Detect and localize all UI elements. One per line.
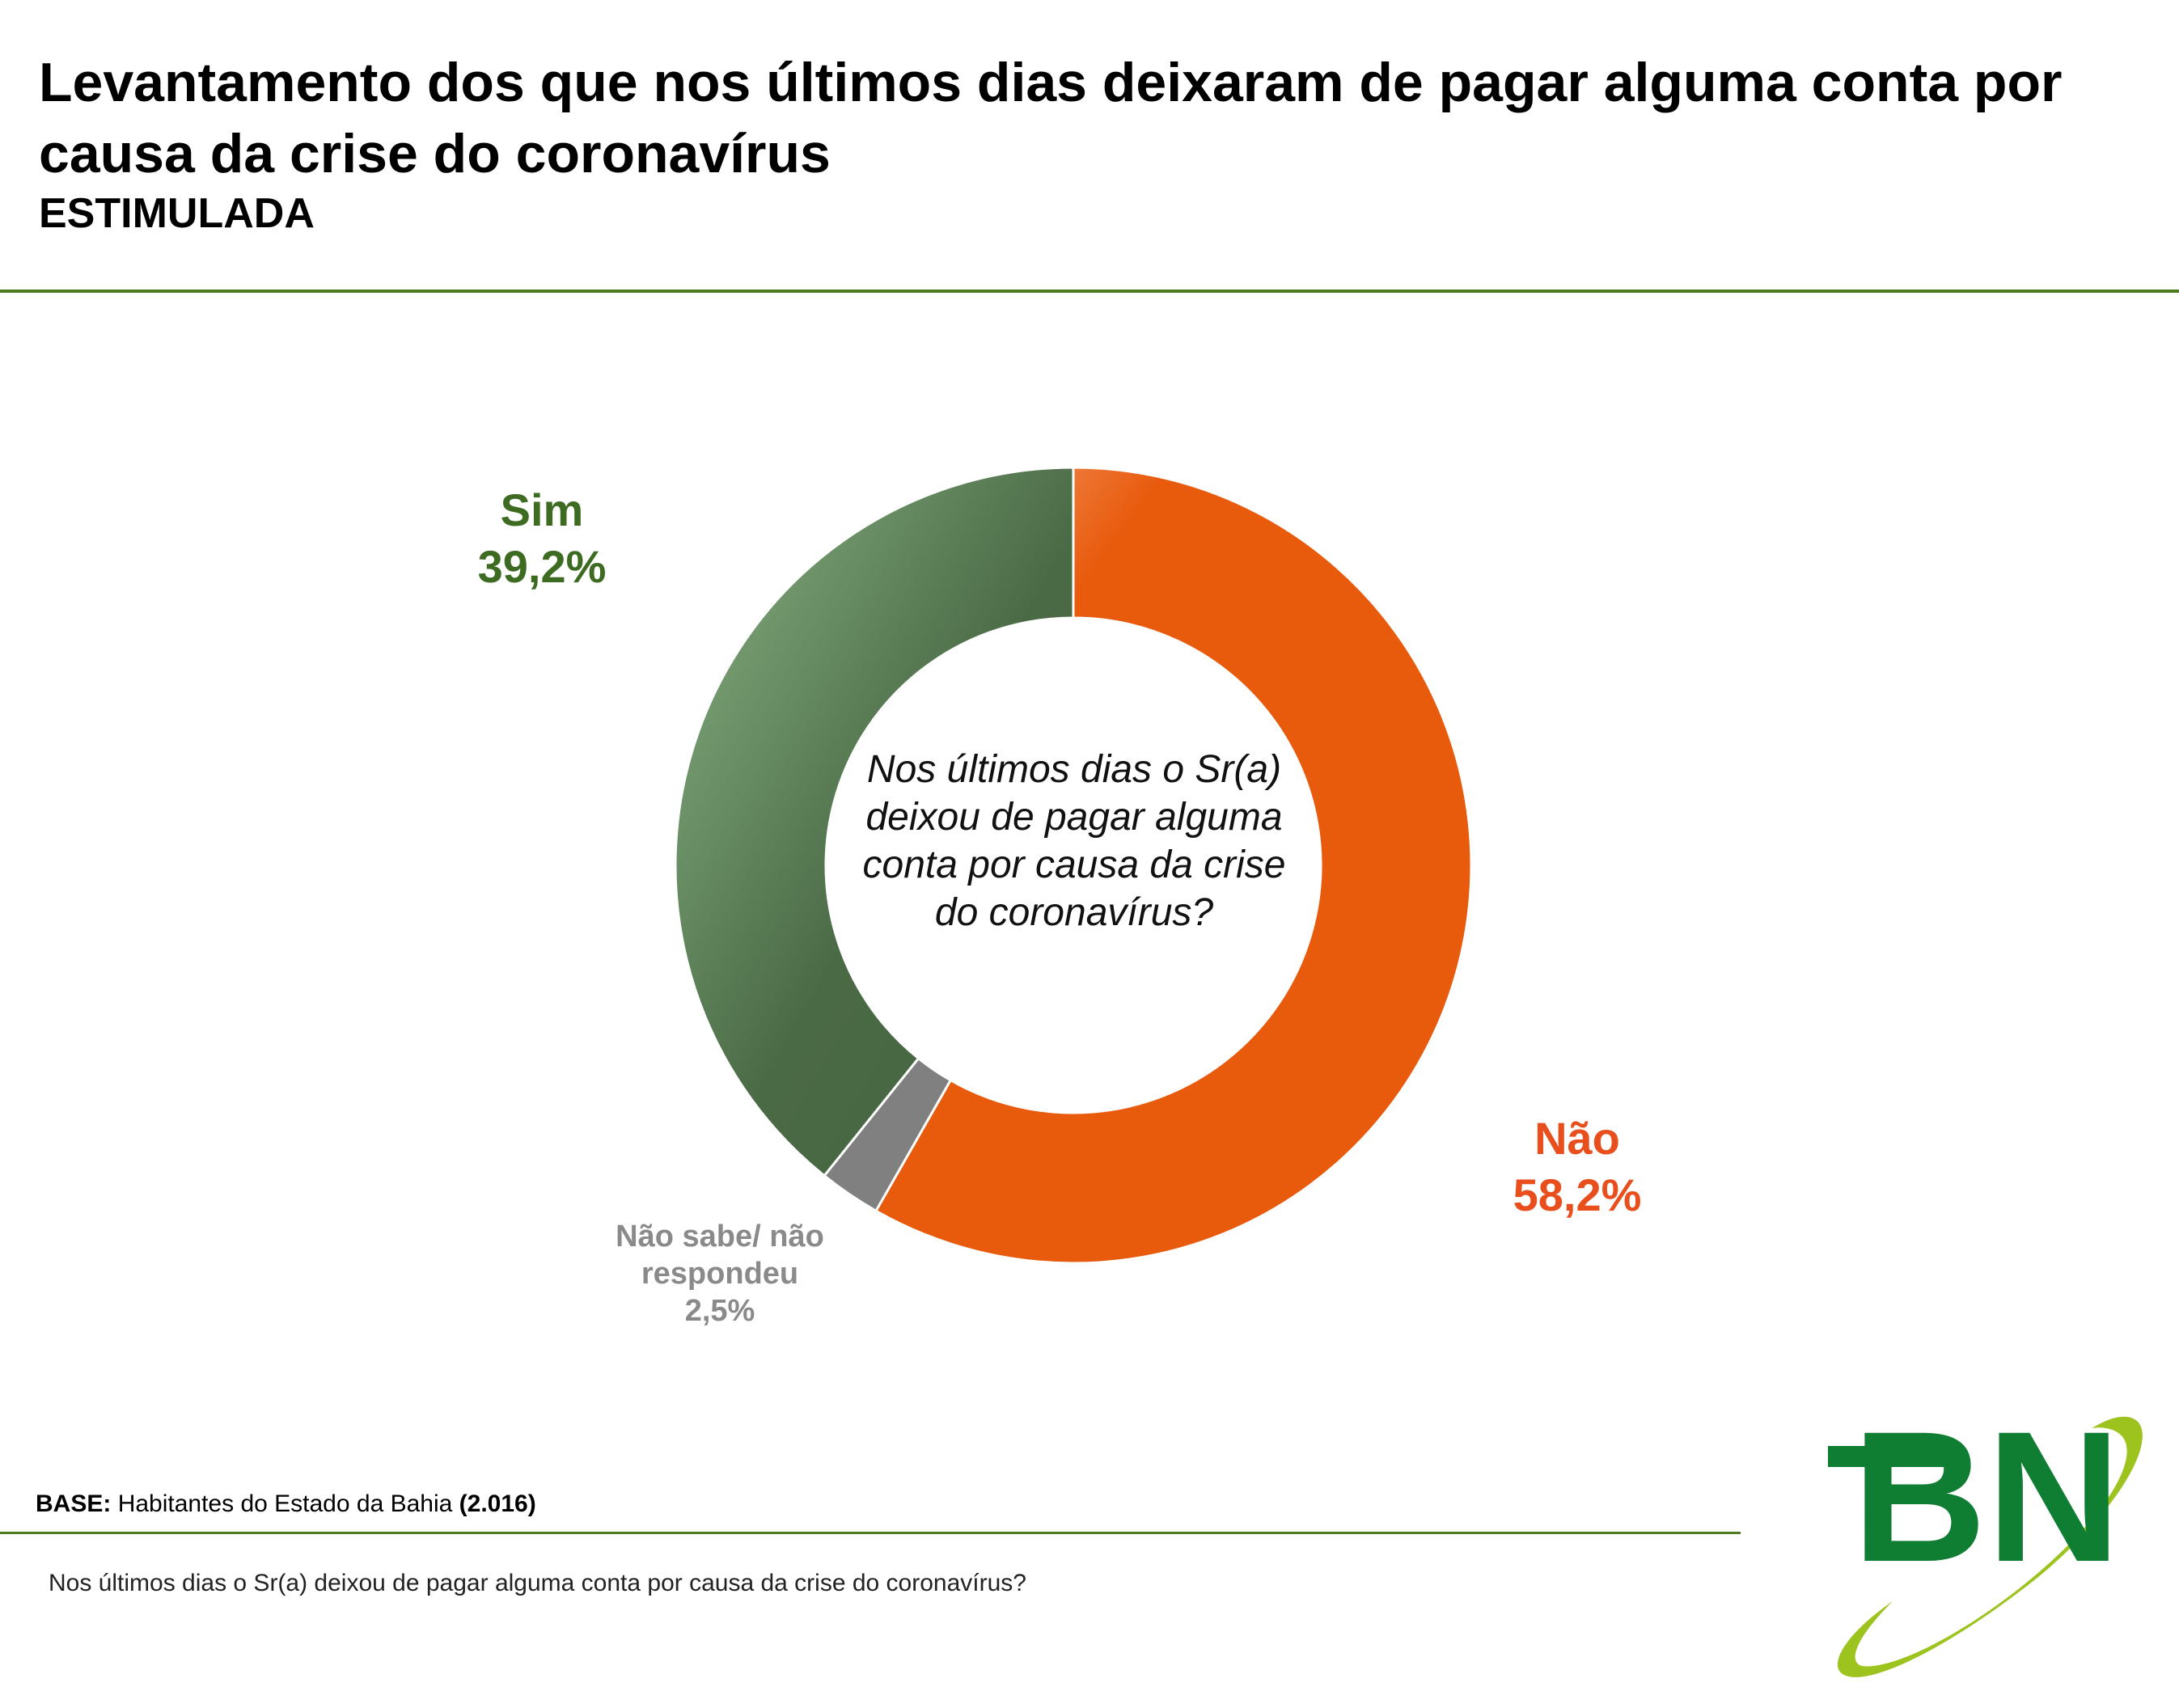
slice-sim	[674, 466, 1075, 1177]
label-sim-name: Sim	[500, 484, 584, 535]
label-nao: Não 58,2%	[1456, 1110, 1699, 1224]
top-divider	[0, 290, 2179, 293]
bottom-divider	[0, 1532, 1741, 1534]
label-nao-sabe: Não sabe/ não respondeu 2,5%	[558, 1218, 882, 1330]
label-sim: Sim 39,2%	[421, 482, 663, 595]
label-nao-sabe-line2: respondeu	[641, 1257, 799, 1291]
logo-text: BN	[1852, 1399, 2121, 1600]
label-nao-sabe-line1: Não sabe/ não	[616, 1220, 824, 1254]
label-nao-name: Não	[1534, 1113, 1620, 1164]
base-note: BASE: Habitantes do Estado da Bahia (2.0…	[36, 1490, 536, 1519]
base-label: BASE:	[36, 1490, 112, 1517]
label-nao-value: 58,2%	[1513, 1169, 1642, 1220]
donut-center-question: Nos últimos dias o Sr(a) deixou de pagar…	[862, 748, 1286, 934]
label-sim-value: 39,2%	[477, 541, 607, 592]
page-title: Levantamento dos que nos últimos dias de…	[39, 52, 2063, 184]
base-text: Habitantes do Estado da Bahia	[117, 1490, 453, 1517]
footnote-question: Nos últimos dias o Sr(a) deixou de pagar…	[49, 1570, 1026, 1596]
bn-logo-icon: BN	[1828, 1399, 2143, 1677]
base-count: (2.016)	[459, 1490, 536, 1517]
slice-nao	[874, 466, 1473, 1265]
label-nao-sabe-value: 2,5%	[684, 1294, 755, 1328]
page-subtitle: ESTIMULADA	[39, 190, 315, 237]
